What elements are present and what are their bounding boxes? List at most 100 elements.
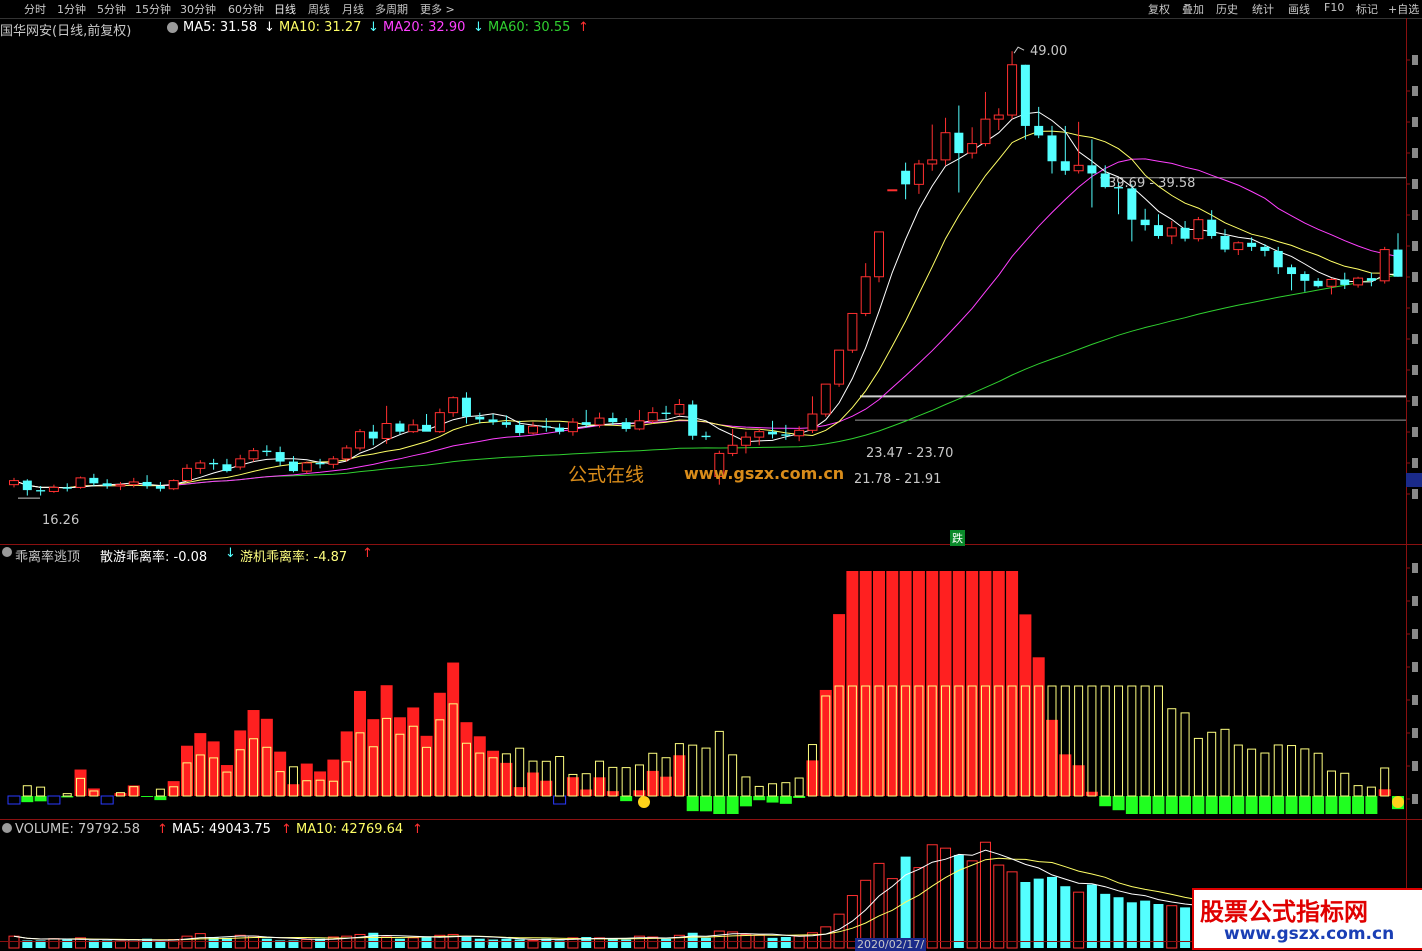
period-tab-0[interactable]: 分时 xyxy=(24,3,46,16)
candle-body xyxy=(901,170,911,185)
candle-body xyxy=(262,450,272,453)
bias-bar-red xyxy=(846,571,859,796)
bias-bar-yellow xyxy=(1273,744,1283,797)
bias-bar-green xyxy=(1352,796,1365,814)
toolbar-button-4[interactable]: 画线 xyxy=(1288,3,1310,16)
y-axis-tick-glyph xyxy=(1412,794,1418,804)
y-axis-tick-glyph xyxy=(1412,241,1418,251)
indicator-settings-icon[interactable] xyxy=(2,547,12,557)
bias-bar-yellow xyxy=(22,785,32,797)
vol-up-arrow-icon: ↑ xyxy=(157,822,168,837)
bias-bar-yellow xyxy=(115,792,125,797)
bias-bar-yellow xyxy=(528,760,538,797)
toolbar-button-6[interactable]: 标记 xyxy=(1356,3,1378,16)
toolbar-button-3[interactable]: 统计 xyxy=(1252,3,1274,16)
volume-bar xyxy=(181,935,193,949)
range-label-1: 39.69 - 39.58 xyxy=(1108,176,1196,191)
y-axis-tick-glyph xyxy=(1412,55,1418,65)
volume-bar xyxy=(381,936,393,949)
period-tab-2[interactable]: 5分钟 xyxy=(97,3,126,16)
volume-bar xyxy=(701,937,711,948)
bias-bar-yellow xyxy=(874,685,884,797)
watermark-gszx-url: www.gszx.com.cn xyxy=(684,464,845,483)
volume-bar xyxy=(194,933,206,949)
volume-bar xyxy=(661,938,672,948)
period-tab-4[interactable]: 30分钟 xyxy=(180,3,216,16)
bias-bar-green xyxy=(766,796,779,803)
bias-bar-red xyxy=(952,571,965,796)
toolbar-button-2[interactable]: 历史 xyxy=(1216,3,1238,16)
volume-bar xyxy=(873,862,885,949)
volume-settings-icon[interactable] xyxy=(2,823,12,833)
bias-bar-green xyxy=(1139,796,1152,814)
y-axis-tick-glyph xyxy=(1412,662,1418,672)
y-axis-tick-glyph xyxy=(1412,489,1418,499)
candle-body xyxy=(1393,249,1403,277)
period-tab-1[interactable]: 1分钟 xyxy=(57,3,86,16)
bias-bar-red xyxy=(1032,657,1045,796)
high-marker-icon xyxy=(1013,46,1025,54)
bias-bar-green xyxy=(620,796,633,802)
bias-bar-yellow xyxy=(315,779,325,797)
volume-bar xyxy=(780,937,791,948)
bias-bar-green xyxy=(1365,796,1378,814)
bias-bar-red xyxy=(300,763,313,796)
candle-body xyxy=(701,435,711,438)
bias-bar-yellow xyxy=(555,756,565,797)
bias-bar-red xyxy=(593,777,606,796)
bias-bar-red xyxy=(513,787,526,796)
period-tab-6[interactable]: 日线 xyxy=(274,3,296,16)
candle-body xyxy=(594,417,605,426)
toolbar-button-0[interactable]: 复权 xyxy=(1148,3,1170,16)
period-tab-9[interactable]: 多周期 xyxy=(375,3,408,16)
bias-bar-yellow xyxy=(608,766,618,797)
bias-bar-red xyxy=(207,741,220,796)
period-tab-5[interactable]: 60分钟 xyxy=(228,3,264,16)
bias-bar-yellow xyxy=(76,777,86,797)
volume-bar xyxy=(261,938,272,948)
volume-bar xyxy=(581,937,592,948)
period-tab-10[interactable]: 更多 > xyxy=(420,3,455,16)
bias-bar-yellow xyxy=(368,746,378,797)
bias-bar-green xyxy=(1245,796,1258,814)
bias-bar-red xyxy=(1019,614,1032,796)
candle-body xyxy=(714,452,725,478)
candle-body xyxy=(328,458,339,465)
bias-bar-yellow xyxy=(821,695,831,797)
period-tab-7[interactable]: 周线 xyxy=(308,3,330,16)
candle-body xyxy=(581,422,591,425)
bias-bar-red xyxy=(87,788,100,796)
bias-bar-green xyxy=(1232,796,1245,814)
bias-bar-yellow xyxy=(1247,748,1257,797)
candle-body xyxy=(115,484,126,487)
bias-bar-red xyxy=(167,781,180,796)
volume-ma10-label: MA10: 42769.64 xyxy=(296,822,404,837)
bias-bar-green xyxy=(1219,796,1231,814)
bias-bar-green xyxy=(34,796,47,802)
bias-bar-yellow xyxy=(1287,745,1297,797)
period-tab-3[interactable]: 15分钟 xyxy=(135,3,171,16)
bias-bar-red xyxy=(181,745,193,796)
toolbar-button-5[interactable]: F10 xyxy=(1324,1,1345,14)
candle-body xyxy=(1207,219,1217,236)
bias-bar-yellow xyxy=(222,771,232,797)
bias-bar-red xyxy=(673,755,686,796)
bias-bar-red xyxy=(247,710,260,796)
volume-bar xyxy=(155,941,166,948)
toolbar-button-1[interactable]: 叠加 xyxy=(1182,3,1204,16)
bias-bar-green xyxy=(713,796,726,814)
bias-bar-yellow xyxy=(768,783,778,797)
period-tab-8[interactable]: 月线 xyxy=(342,3,364,16)
settings-circle-icon[interactable] xyxy=(167,22,178,33)
bias-bar-red xyxy=(447,662,460,796)
y-axis-tick-glyph xyxy=(1412,179,1418,189)
ma20-down-arrow-icon: ↓ xyxy=(473,20,484,35)
bias-bar-yellow xyxy=(581,773,591,797)
candle-body xyxy=(940,132,951,161)
candle-body xyxy=(807,413,818,431)
bias-bar-yellow xyxy=(1207,731,1217,797)
bias-bar-yellow xyxy=(515,747,525,797)
bias-bar-red xyxy=(580,789,593,796)
toolbar-button-7[interactable]: +自选 xyxy=(1388,3,1420,16)
bias-bar-yellow xyxy=(435,719,445,797)
